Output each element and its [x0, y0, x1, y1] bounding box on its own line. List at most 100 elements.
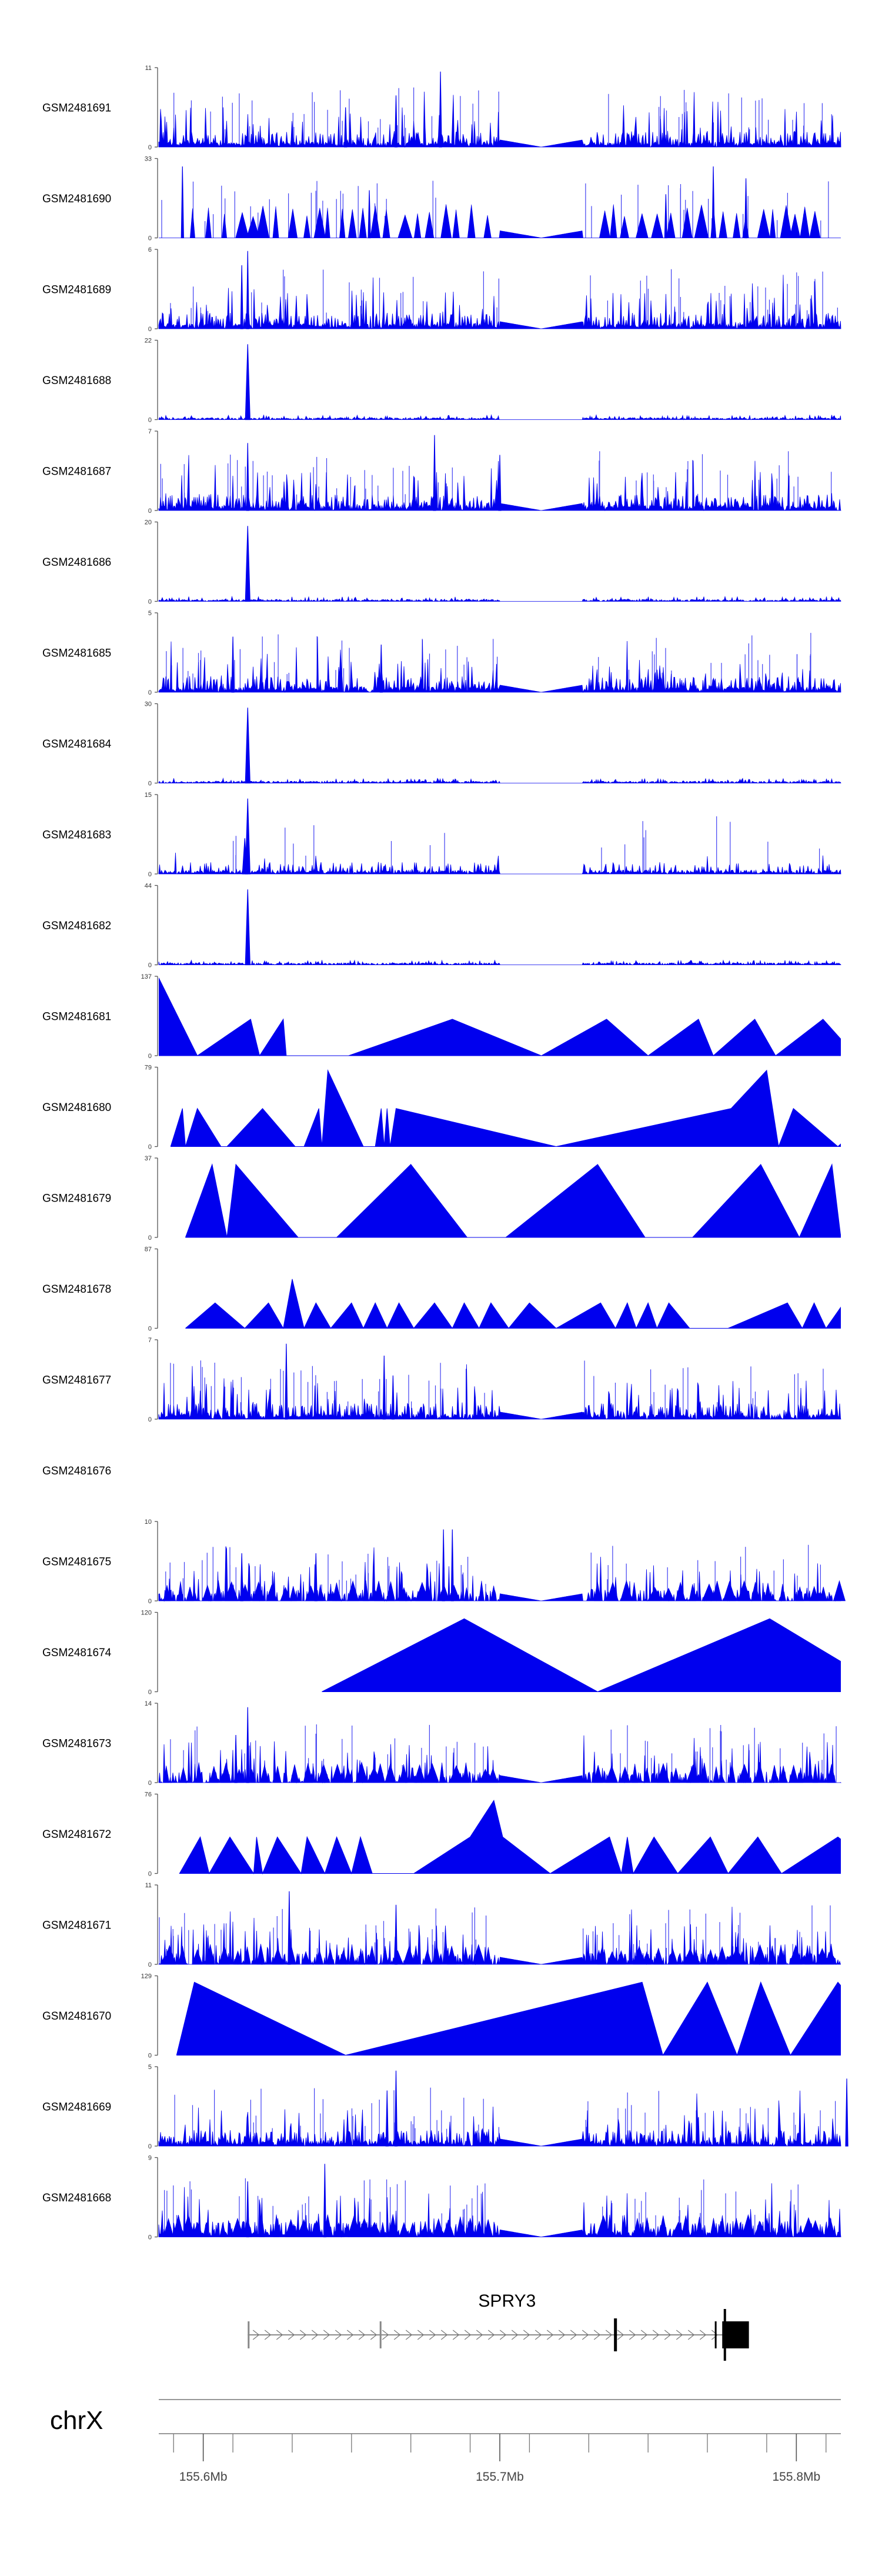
exon: [614, 2318, 617, 2351]
coverage-peak: [664, 194, 668, 239]
track-label: GSM2481681: [42, 1011, 111, 1023]
coverage-peak: [382, 1355, 386, 1420]
coverage-triangles: [163, 2214, 836, 2237]
y-min-label: 0: [148, 326, 152, 333]
y-min-label: 0: [148, 871, 152, 878]
track-gsm2481689: GSM2481689 6 0: [42, 246, 841, 333]
y-max-label: 7: [148, 1337, 152, 1344]
y-max-label: 15: [145, 792, 152, 799]
track-label: GSM2481671: [42, 1920, 111, 1932]
coverage-peak: [246, 2181, 249, 2238]
exon: [714, 2321, 717, 2348]
coverage-area: [158, 1364, 841, 1420]
y-min-label: 0: [148, 417, 152, 424]
coverage-area: [176, 1981, 841, 2056]
coverage-peak: [285, 1343, 288, 1420]
strand-arrows: [252, 2330, 719, 2340]
exon: [248, 2321, 250, 2348]
coverage-peak: [323, 2164, 327, 2238]
y-max-label: 76: [145, 1791, 152, 1798]
coverage-peak: [498, 455, 502, 511]
y-min-label: 0: [148, 1416, 152, 1423]
coverage-peak: [245, 344, 250, 421]
track-label: GSM2481670: [42, 2010, 111, 2023]
y-max-label: 120: [141, 1610, 152, 1617]
y-max-label: 14: [145, 1700, 152, 1707]
track-gsm2481679: GSM2481679 37 0: [42, 1155, 841, 1242]
coverage-peak: [442, 1529, 445, 1601]
track-label: GSM2481672: [42, 1828, 111, 1841]
coverage-peak: [181, 166, 184, 239]
coverage-spikes: [170, 269, 838, 329]
track-label: GSM2481691: [42, 102, 111, 115]
y-min-label: 0: [148, 2234, 152, 2241]
y-min-label: 0: [148, 2143, 152, 2150]
axis-tick-label: 155.6Mb: [179, 2470, 228, 2484]
coverage-area: [158, 852, 841, 875]
chromosome-label: chrX: [50, 2406, 103, 2435]
y-min-label: 0: [148, 1326, 152, 1333]
coverage-area: [158, 595, 841, 602]
coverage-spikes: [174, 2087, 836, 2146]
track-gsm2481671: GSM2481671 11 0: [42, 1882, 841, 1968]
coverage-peak: [245, 526, 250, 602]
coverage-triangles: [163, 1761, 836, 1783]
coverage-spikes: [159, 1905, 831, 1964]
coverage-peak: [744, 178, 748, 239]
coverage-peak: [245, 889, 250, 966]
coverage-triangles: [163, 1944, 835, 1965]
chromosome-axis: chrX 155.6Mb 155.7Mb 155.8Mb: [50, 2399, 841, 2484]
track-label: GSM2481690: [42, 193, 111, 205]
coverage-area: [158, 91, 841, 148]
y-min-label: 0: [148, 235, 152, 242]
coverage-spikes: [233, 816, 820, 874]
track-label: GSM2481689: [42, 284, 111, 296]
track-gsm2481672: GSM2481672 76 0: [42, 1791, 841, 1878]
track-gsm2481687: GSM2481687 7 0: [42, 428, 841, 515]
track-gsm2481691: GSM2481691 11 0: [42, 65, 841, 151]
coverage-peak: [845, 2078, 848, 2147]
y-min-label: 0: [148, 689, 152, 696]
y-min-label: 0: [148, 1234, 152, 1242]
track-gsm2481683: GSM2481683 15 0: [42, 792, 841, 878]
coverage-peak: [450, 1529, 454, 1601]
coverage-peak: [240, 1553, 243, 1601]
coverage-area: [159, 977, 841, 1057]
coverage-peak: [234, 1734, 238, 1783]
track-gsm2481690: GSM2481690 33 0: [42, 156, 841, 242]
coverage-peak: [439, 71, 442, 148]
coverage-peak: [344, 107, 348, 148]
track-label: GSM2481675: [42, 1556, 111, 1569]
y-max-label: 87: [145, 1246, 152, 1253]
coverage-area: [185, 1163, 841, 1239]
track-label: GSM2481678: [42, 1283, 111, 1296]
track-gsm2481674: GSM2481674 120 0: [42, 1610, 841, 1696]
y-min-label: 0: [148, 1780, 152, 1787]
coverage-area: [158, 1735, 842, 1784]
y-max-label: 11: [145, 65, 152, 72]
track-label: GSM2481684: [42, 738, 112, 750]
y-min-label: 0: [148, 1598, 152, 1605]
y-min-label: 0: [148, 962, 152, 969]
track-gsm2481673: GSM2481673 14 0: [42, 1700, 842, 1787]
y-min-label: 0: [148, 144, 152, 151]
coverage-peak: [314, 1553, 318, 1601]
y-min-label: 0: [148, 599, 152, 606]
track-label: GSM2481682: [42, 920, 111, 932]
y-max-label: 10: [145, 1519, 152, 1526]
y-min-label: 0: [148, 1961, 152, 1968]
exon: [379, 2321, 382, 2348]
axis-tick-label: 155.7Mb: [476, 2470, 524, 2484]
coverage-spikes: [170, 1360, 824, 1419]
y-max-label: 30: [145, 701, 152, 708]
coverage-peak: [394, 2070, 398, 2147]
coverage-area: [179, 1800, 841, 1875]
track-gsm2481669: GSM2481669 5 0: [42, 2064, 848, 2150]
coverage-area: [158, 636, 841, 693]
track-label: GSM2481683: [42, 829, 111, 842]
track-gsm2481688: GSM2481688 22 0: [42, 338, 841, 424]
coverage-area: [158, 1907, 841, 1966]
track-gsm2481677: GSM2481677 7 0: [42, 1337, 841, 1423]
coverage-peak: [379, 644, 383, 693]
